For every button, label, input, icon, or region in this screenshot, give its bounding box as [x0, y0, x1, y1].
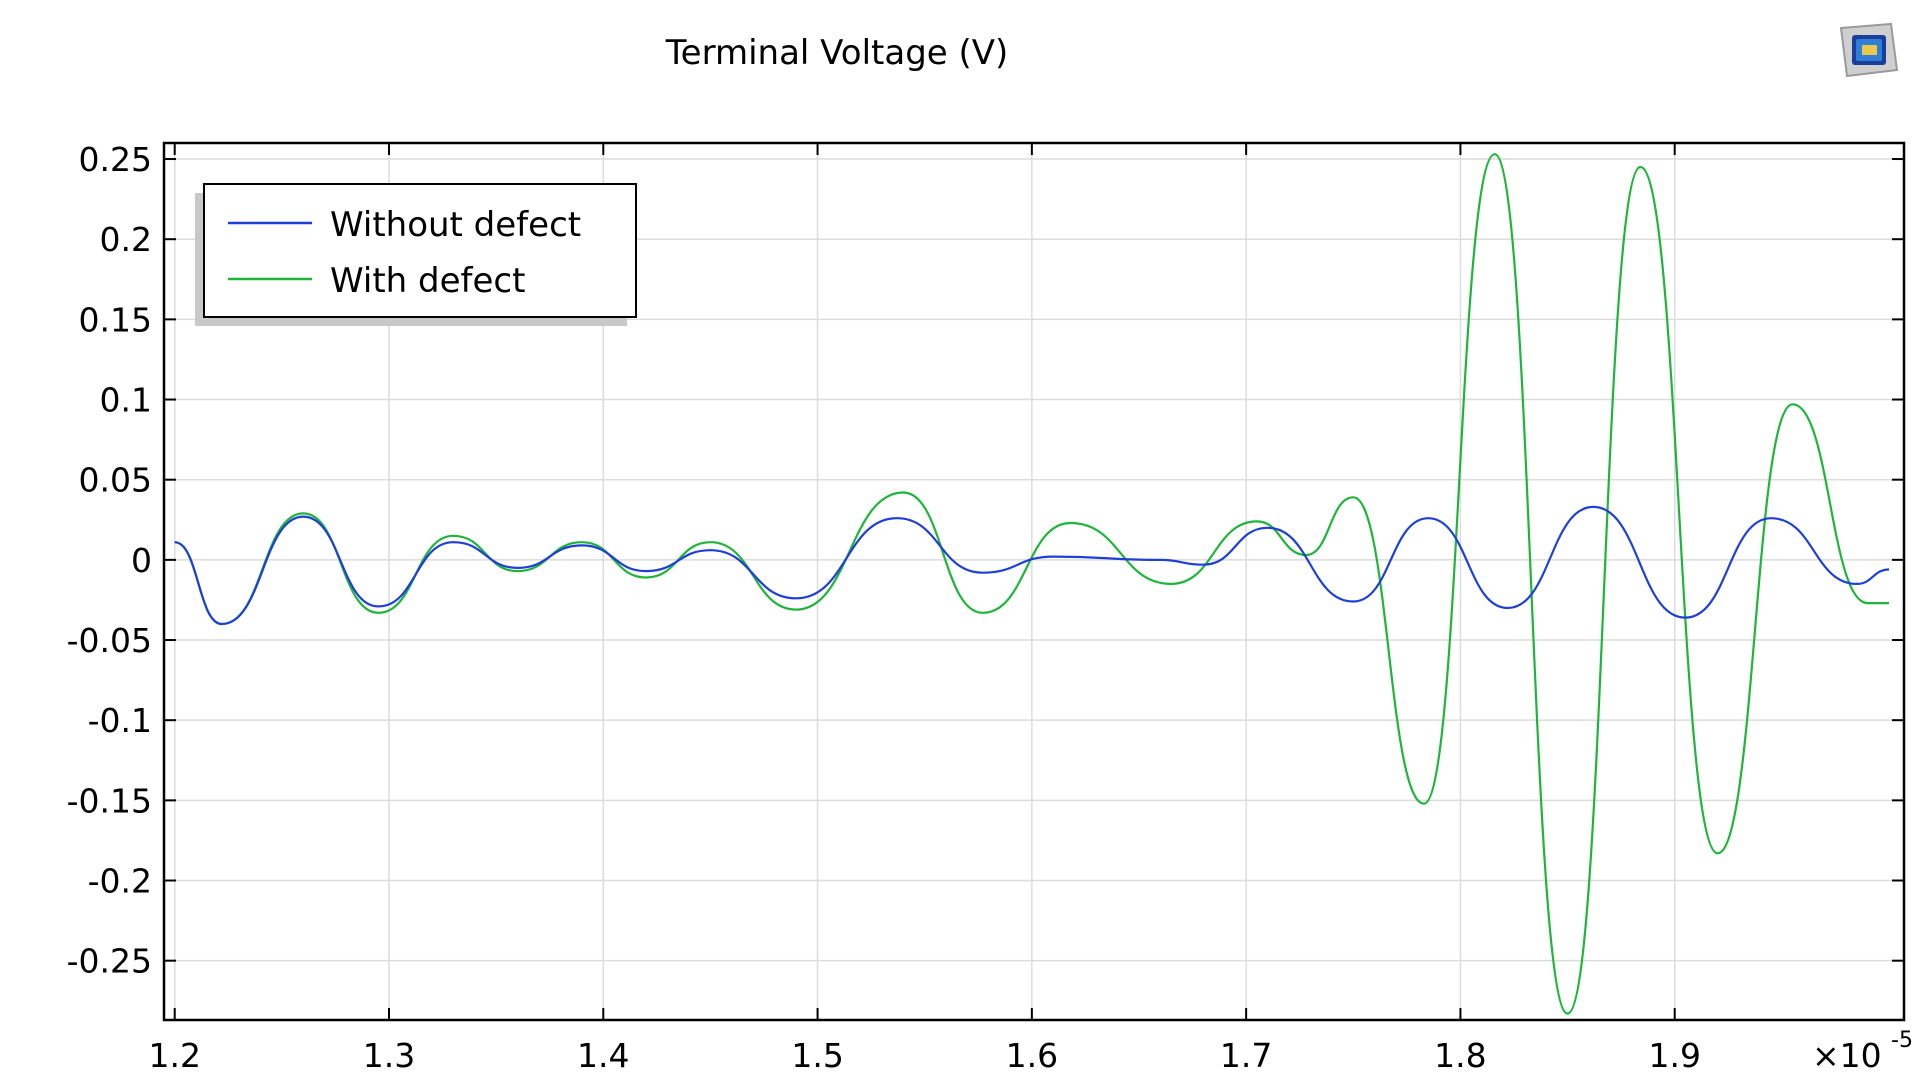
y-tick-label: 0.1	[100, 381, 152, 420]
tick-labels: 1.2 1.3 1.4 1.5 1.6 1.7 1.8 1.9 0.25 0.2 0.15 0.1 0.…	[67, 140, 1701, 1075]
y-tick-label: -0.15	[67, 781, 152, 820]
legend-box	[203, 183, 637, 318]
x-tick-label: 1.6	[1006, 1036, 1058, 1075]
x-tick-label: 1.8	[1434, 1036, 1486, 1075]
x-tick-label: 1.5	[791, 1036, 843, 1075]
plot-area-frame	[162, 141, 1906, 1022]
x-tick-label: 1.4	[577, 1036, 629, 1075]
x-tick-label: 1.9	[1648, 1036, 1700, 1075]
x-multiplier-base: ×10	[1812, 1036, 1882, 1075]
x-multiplier-exponent: -5	[1891, 1028, 1913, 1053]
x-tick-label: 1.3	[363, 1036, 415, 1075]
y-tick-label: 0.2	[100, 220, 152, 259]
y-tick-label: -0.1	[88, 701, 152, 740]
y-tick-label: 0.15	[79, 300, 152, 339]
series-line-without-defect	[174, 505, 1890, 626]
y-tick-label: 0.05	[79, 461, 152, 500]
legend: Without defect With defect	[195, 183, 637, 326]
y-tick-label: -0.05	[67, 621, 152, 660]
x-tick-label: 1.7	[1220, 1036, 1272, 1075]
legend-label-with-defect: With defect	[330, 261, 525, 301]
axis-ticks	[164, 143, 1904, 1020]
series-line-with-defect	[174, 153, 1889, 1015]
y-tick-label: 0	[131, 541, 152, 580]
y-tick-label: -0.2	[88, 862, 152, 901]
series-layer	[174, 153, 1890, 1015]
comsol-logo-icon[interactable]	[1839, 22, 1899, 78]
y-tick-label: 0.25	[79, 140, 152, 179]
legend-label-without-defect: Without defect	[330, 205, 581, 245]
y-tick-label: -0.25	[67, 942, 152, 981]
chart-title: Terminal Voltage (V)	[665, 33, 1009, 73]
x-axis-multiplier: ×10 -5	[1812, 1028, 1913, 1075]
x-tick-label: 1.2	[148, 1036, 200, 1075]
